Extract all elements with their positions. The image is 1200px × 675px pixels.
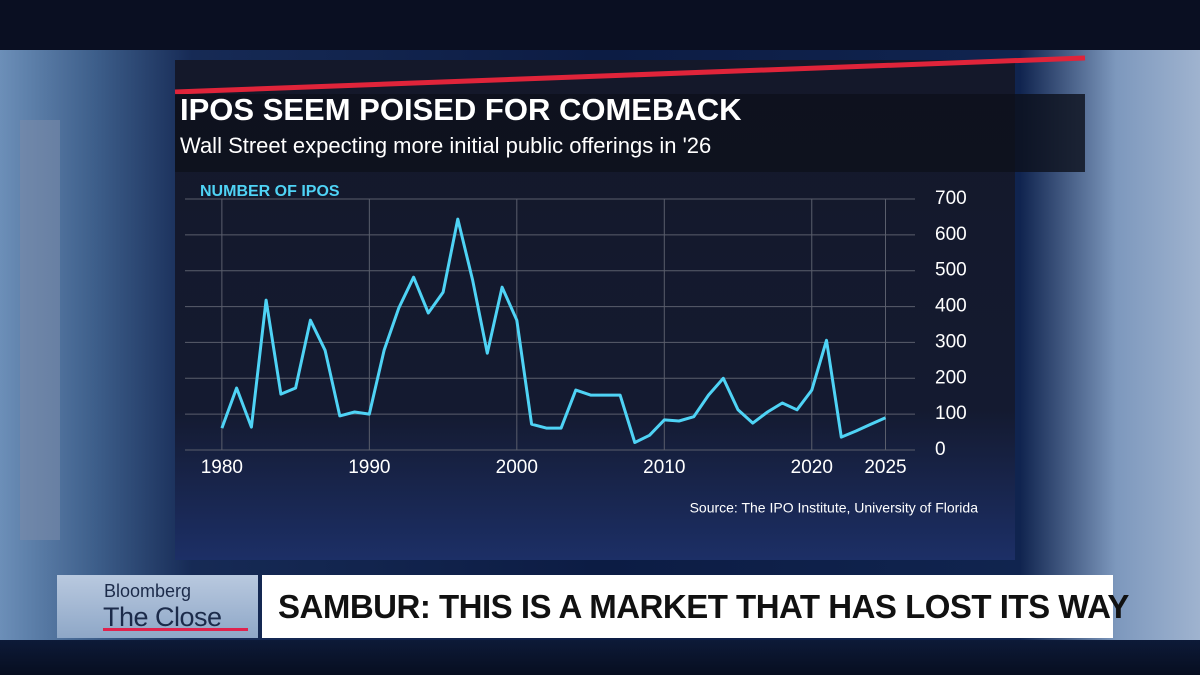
show-name: The Close [103,602,222,632]
x-tick-label: 2000 [496,457,538,478]
y-tick-label: 100 [935,403,967,424]
x-tick-label: 1980 [201,457,243,478]
y-tick-label: 600 [935,224,967,245]
title-rule [174,55,1086,95]
headline-bar: SAMBUR: THIS IS A MARKET THAT HAS LOST I… [262,575,1129,638]
y-tick-label: 500 [935,260,967,281]
headline: SAMBUR: THIS IS A MARKET THAT HAS LOST I… [278,588,1129,625]
x-tick-label: 1990 [348,457,390,478]
y-tick-label: 200 [935,367,967,388]
title-band [175,94,1085,172]
x-tick-label: 2020 [791,457,833,478]
y-tick-label: 0 [935,439,946,460]
source-note: Source: The IPO Institute, University of… [690,500,979,516]
ceiling [0,0,1200,50]
y-axis-label: NUMBER OF IPOS [200,183,340,200]
data-line [220,217,887,444]
logo-rule [103,628,248,631]
chart-title: IPOS SEEM POISED FOR COMEBACK [180,92,742,127]
chart-subtitle: Wall Street expecting more initial publi… [180,133,711,158]
x-tick-label: 2025 [864,457,906,478]
y-tick-label: 700 [935,188,967,209]
y-tick-label: 400 [935,296,967,317]
x-tick-label: 2010 [643,457,685,478]
brand: Bloomberg [104,581,192,601]
tower [20,120,60,540]
show-logo: Bloomberg The Close [57,575,258,638]
lower-strip [0,640,1200,675]
y-tick-label: 300 [935,331,967,352]
